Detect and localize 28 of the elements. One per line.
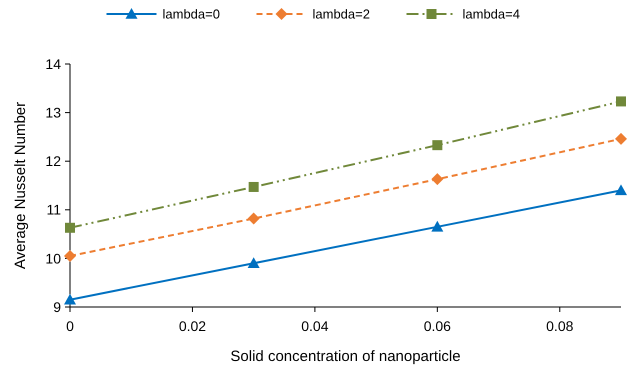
point <box>65 222 75 233</box>
point <box>248 257 260 268</box>
y-tick-label: 14 <box>45 56 62 72</box>
point <box>64 250 76 262</box>
y-axis-title: Average Nusselt Number <box>12 102 29 270</box>
y-tick-label: 13 <box>45 104 62 120</box>
point <box>432 140 442 150</box>
x-tick-label: 0 <box>66 318 74 334</box>
y-tick-label: 10 <box>45 250 62 266</box>
legend-label: lambda=4 <box>462 6 520 22</box>
x-axis-title: Solid concentration of nanoparticle <box>230 348 461 365</box>
x-tick-label: 0.08 <box>546 318 574 334</box>
point <box>431 173 444 186</box>
x-tick-label: 0.02 <box>178 318 206 334</box>
legend-label: lambda=0 <box>162 6 220 22</box>
point <box>615 184 627 196</box>
y-tick-label: 9 <box>53 298 62 315</box>
point <box>248 182 259 192</box>
point <box>615 132 627 145</box>
point <box>431 220 444 232</box>
x-tick-label: 0.06 <box>424 318 452 334</box>
legend-label: lambda=2 <box>312 6 370 22</box>
x-tick-label: 0.04 <box>301 318 329 334</box>
y-tick-label: 11 <box>46 202 62 218</box>
point <box>64 294 76 305</box>
point <box>616 96 626 106</box>
point <box>248 212 260 225</box>
y-tick-label: 12 <box>45 153 62 170</box>
